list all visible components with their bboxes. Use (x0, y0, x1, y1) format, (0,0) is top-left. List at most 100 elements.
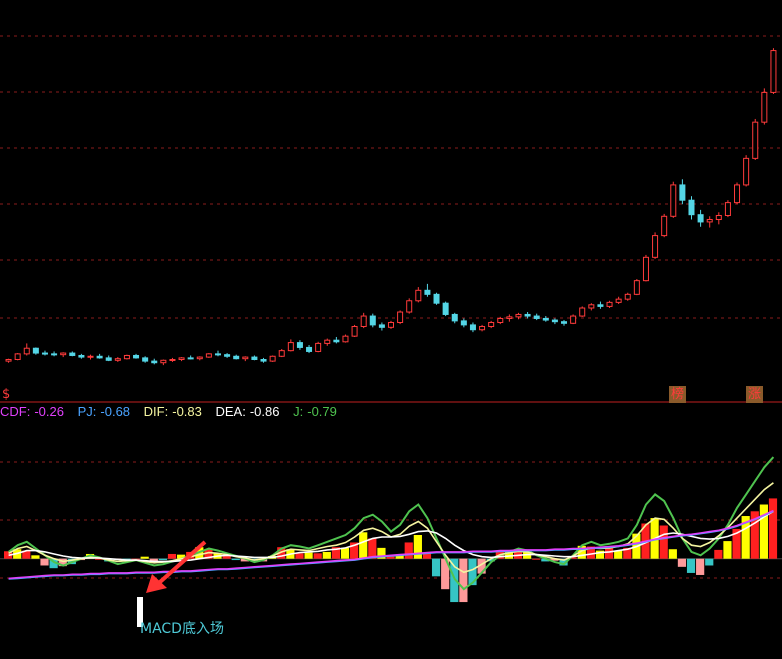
histogram-bar (459, 558, 468, 603)
histogram-bar (167, 553, 177, 559)
histogram-bar (741, 516, 750, 559)
candle-body (142, 357, 149, 362)
histogram-bar (450, 558, 459, 603)
candle-body (287, 342, 294, 352)
indicator-lines (8, 456, 775, 591)
histogram-bar (468, 558, 477, 586)
histogram-bar (686, 558, 696, 573)
candle-body (415, 289, 422, 302)
histogram-bar (140, 556, 149, 559)
candle-body (706, 219, 713, 223)
histogram-bar (158, 558, 167, 561)
legend-j: J: -0.79 (293, 404, 337, 419)
histogram-bar (750, 511, 759, 559)
histogram-bar (295, 553, 304, 559)
histogram-bar (431, 558, 441, 577)
histogram-bar (614, 550, 623, 559)
histogram-bar (604, 547, 614, 559)
histogram-bar (550, 558, 559, 561)
candle-body (123, 354, 130, 360)
histogram-bar (40, 558, 49, 566)
candle-body (524, 313, 531, 317)
histogram-bar (231, 558, 240, 561)
candle-body (196, 356, 203, 360)
candle-body (160, 359, 167, 364)
histogram-bar (568, 557, 577, 559)
histogram-bar (31, 555, 40, 559)
candle-body (360, 315, 367, 328)
candle-body (724, 202, 731, 216)
candle-body (515, 313, 522, 318)
histogram-bar (304, 552, 313, 559)
candle-body (479, 326, 486, 331)
price-grid (0, 35, 782, 319)
histogram-bar (559, 558, 568, 566)
candle-body (87, 355, 94, 358)
candle-body (269, 355, 276, 362)
candle-body (533, 315, 540, 319)
histogram-bar (58, 558, 67, 567)
marker-dollar: $ (2, 387, 11, 402)
candle-body (697, 214, 704, 223)
candle-body (597, 304, 604, 307)
candle-body (397, 311, 404, 323)
candle-body (542, 317, 549, 321)
histogram-bar (586, 546, 595, 559)
candle-body (369, 315, 376, 326)
legend-dea: DEA: -0.86 (215, 404, 280, 419)
candle-body (233, 355, 240, 360)
candle-body (96, 355, 103, 359)
histogram-bar (595, 550, 605, 559)
annotation-arrow (146, 540, 207, 593)
candle-body (606, 301, 613, 307)
histogram-bar (422, 553, 432, 559)
candle-body (278, 350, 285, 357)
candle-body (734, 184, 741, 204)
histogram-bar (759, 504, 768, 559)
histogram-bar (177, 554, 186, 559)
candle-body (351, 326, 358, 337)
candle-body (579, 307, 586, 317)
signal-bar (137, 597, 143, 627)
histogram-bar (677, 558, 687, 567)
candle-body (324, 339, 331, 344)
candle-body (133, 354, 140, 359)
candle-body (32, 347, 39, 354)
candle-body (251, 356, 258, 360)
candle-body (451, 313, 458, 322)
candle-body (715, 214, 722, 221)
candle-body (497, 317, 504, 323)
candle-body (315, 342, 322, 352)
indicator-legend: CDF: -0.26 PJ: -0.68 DIF: -0.83 DEA: -0.86 J… (0, 404, 347, 422)
histogram-bar (404, 542, 413, 559)
histogram-bar (340, 547, 350, 559)
candle-body (633, 280, 640, 295)
histogram-bar (714, 549, 723, 559)
candle-body (224, 354, 231, 357)
annotation-label: MACD底入场 (140, 621, 224, 637)
candle-body (506, 316, 513, 319)
histogram-bar (313, 553, 322, 559)
histogram-bar (659, 525, 668, 559)
candle-body (770, 50, 777, 93)
candle-body (169, 358, 176, 361)
candle-body (333, 339, 340, 343)
histogram-bar (359, 532, 368, 559)
candle-body (78, 354, 85, 358)
histogram-bar (386, 555, 395, 559)
candle-body (424, 289, 431, 295)
candle-body (105, 357, 112, 361)
candle-body (561, 321, 568, 324)
candle-body (624, 293, 631, 300)
histogram-bar (696, 558, 705, 575)
histogram-bar (705, 558, 714, 566)
candle-body (260, 358, 267, 362)
histogram-bar (477, 558, 486, 574)
histogram-bar (486, 558, 495, 562)
histogram-bar (49, 558, 58, 569)
candle-body (378, 324, 385, 328)
candle-body (387, 321, 395, 328)
candle-body (615, 298, 622, 303)
histogram-bar (368, 538, 377, 559)
candle-body (214, 353, 221, 356)
